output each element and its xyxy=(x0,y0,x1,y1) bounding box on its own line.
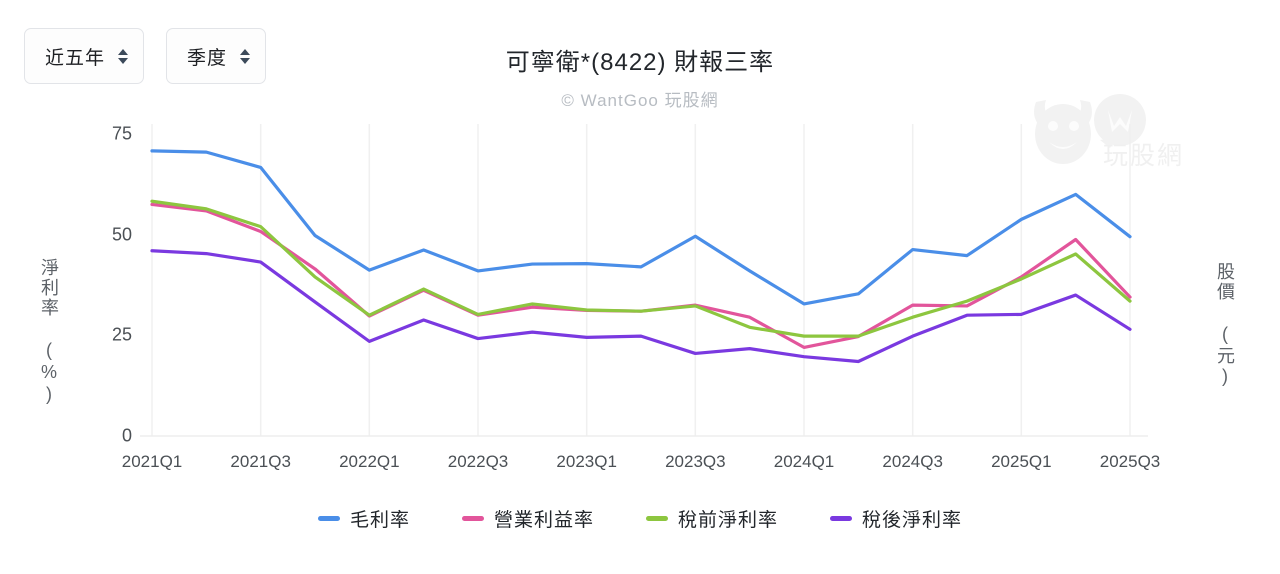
x-axis-tick-label: 2025Q3 xyxy=(1099,452,1161,471)
chart-title: 可寧衛*(8422) 財報三率 xyxy=(505,49,775,76)
x-axis-tick-label: 2022Q1 xyxy=(339,452,400,471)
period-select-value: 季度 xyxy=(187,47,228,69)
wantgoo-bull-logo-icon xyxy=(1034,94,1146,164)
x-axis-ticks: 2021Q1 2021Q3 2022Q1 2022Q3 2023Q1 2023Q3 2024… xyxy=(0,452,1280,482)
x-axis-tick-label: 2021Q3 xyxy=(230,452,291,471)
wantgoo-watermark: 玩股網 xyxy=(1008,88,1188,174)
chart-controls-toolbar: 近五年 季度 xyxy=(24,28,267,84)
legend-swatch-icon xyxy=(317,516,340,521)
y-axis-ticks: 0 25 50 75 xyxy=(60,0,132,574)
x-axis-tick-label: 2025Q1 xyxy=(991,452,1052,471)
chevron-updown-icon xyxy=(239,47,251,65)
x-axis-tick-label: 2024Q1 xyxy=(773,452,835,471)
period-select[interactable]: 季度 xyxy=(166,28,267,84)
x-axis-tick-label: 2021Q1 xyxy=(121,452,183,471)
legend-item-0[interactable]: 毛利率 xyxy=(317,505,410,532)
x-axis-tick-label: 2023Q3 xyxy=(665,452,726,471)
legend-item-label: 營業利益率 xyxy=(493,510,594,531)
legend-swatch-icon xyxy=(461,516,484,521)
chart-legend: 毛利率 營業利益率 稅前淨利率 稅後淨利率 xyxy=(0,505,1280,532)
legend-item-label: 稅前淨利率 xyxy=(678,510,779,531)
series-line-0 xyxy=(150,149,1132,306)
x-axis-tick-label: 2024Q3 xyxy=(882,452,943,471)
legend-item-label: 稅後淨利率 xyxy=(862,510,963,531)
series-line-1 xyxy=(150,202,1132,350)
legend-item-2[interactable]: 稅前淨利率 xyxy=(646,505,778,532)
legend-item-3[interactable]: 稅後淨利率 xyxy=(830,505,962,532)
series-line-2 xyxy=(150,199,1132,338)
y2-axis-label: 股價 (元) xyxy=(1215,262,1235,388)
y-axis-label: 淨利率 (%) xyxy=(39,258,59,406)
chevron-updown-icon xyxy=(117,47,129,65)
legend-item-1[interactable]: 營業利益率 xyxy=(461,505,594,532)
series-line-3 xyxy=(150,249,1132,364)
y-axis-tick-label: 25 xyxy=(111,324,132,345)
y-axis-tick-label: 0 xyxy=(121,425,132,446)
chart-subtitle: © WantGoo 玩股網 xyxy=(561,91,719,110)
legend-swatch-icon xyxy=(830,516,853,521)
x-axis-tick-label: 2023Q1 xyxy=(556,452,617,471)
time-range-select[interactable]: 近五年 xyxy=(24,28,145,84)
legend-item-label: 毛利率 xyxy=(349,510,410,531)
watermark-text: 玩股網 xyxy=(1102,142,1184,170)
time-range-select-value: 近五年 xyxy=(45,47,106,69)
y-axis-tick-label: 50 xyxy=(111,224,132,245)
x-axis-tick-label: 2022Q3 xyxy=(447,452,509,471)
y-axis-tick-label: 75 xyxy=(111,123,132,144)
legend-swatch-icon xyxy=(646,516,668,521)
